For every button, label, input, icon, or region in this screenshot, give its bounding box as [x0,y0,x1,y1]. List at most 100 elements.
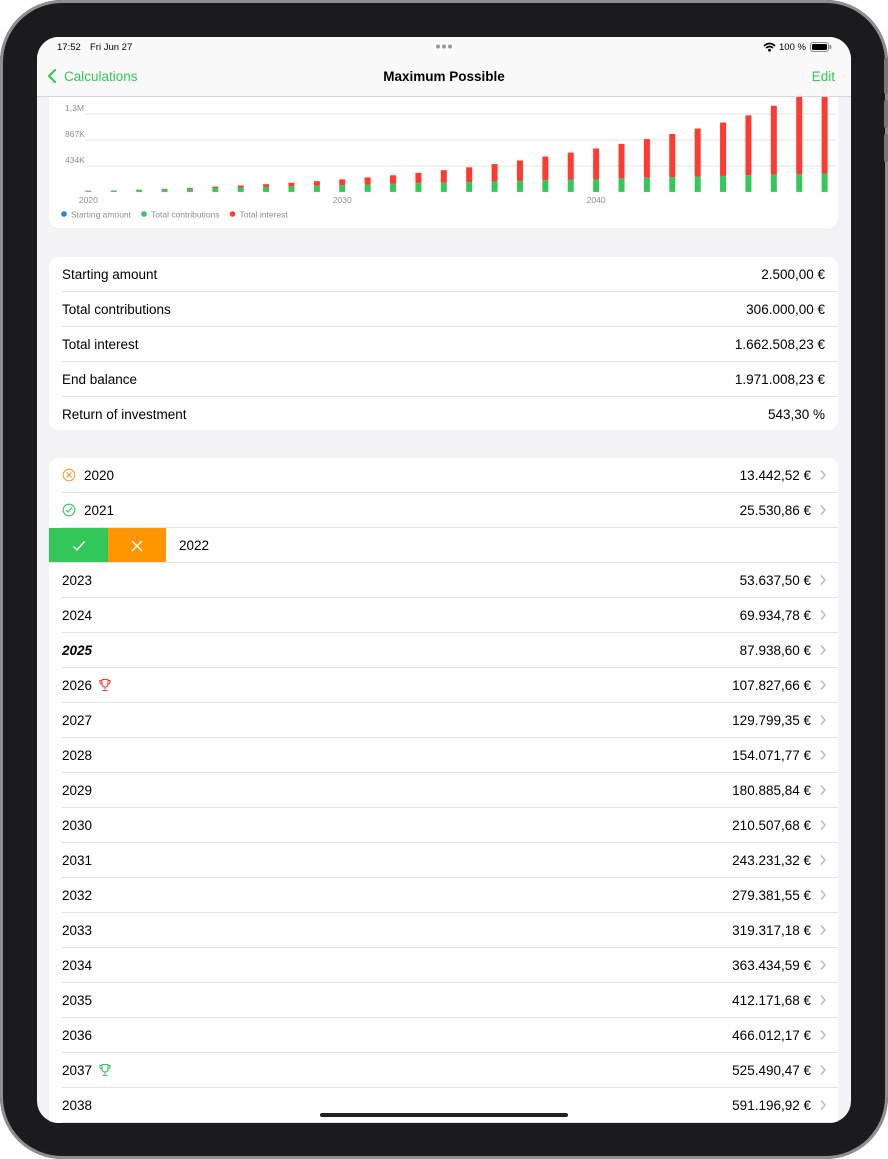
year-row[interactable]: 2025 87.938,60 € [49,633,838,668]
multitask-dots[interactable] [435,44,453,49]
year-row[interactable]: 2029 180.885,84 € [49,773,838,808]
status-icon [62,503,76,517]
year-label: 2038 [62,1098,93,1113]
year-label: 2028 [62,748,93,763]
chevron-glyph [820,715,826,725]
x-tick-label: 2040 [587,195,606,205]
chevron-glyph [820,1100,826,1110]
x-glyph [131,540,143,552]
status-time: 17:52 [57,42,81,53]
separator [62,1087,838,1088]
year-row[interactable]: 2023 53.637,50 € [49,563,838,598]
year-value: 210.507,68 € [732,818,811,833]
y-tick-label: 867K [65,129,85,139]
summary-label: Total interest [62,337,139,352]
year-row[interactable]: 2033 319.317,18 € [49,913,838,948]
chevron [820,680,826,690]
separator [49,562,838,563]
year-row[interactable]: 2026 107.827,66 € [49,668,838,703]
separator [62,842,838,843]
summary-label: Starting amount [62,267,158,282]
years-card: 2020 13.442,52 € 2021 25.530,86 € 2022 2023 53… [49,458,838,1123]
year-row[interactable]: 2036 466.012,17 € [49,1018,838,1053]
chevron [820,820,826,830]
year-value: 279.381,55 € [732,888,811,903]
year-label: 2034 [62,958,93,973]
summary-row: Starting amount 2.500,00 € [49,257,838,292]
separator [62,877,838,878]
year-row[interactable]: 2032 279.381,55 € [49,878,838,913]
chevron [820,715,826,725]
year-row[interactable]: 2034 363.434,59 € [49,948,838,983]
year-row[interactable]: 2020 13.442,52 € [49,458,838,493]
year-label: 2035 [62,993,93,1008]
status-ring [62,503,76,517]
edit-button[interactable]: Edit [811,69,835,84]
chevron-glyph [820,785,826,795]
year-value: 87.938,60 € [739,643,811,658]
legend-label: Total interest [240,210,289,220]
year-label: 2027 [62,713,93,728]
bar-segment [339,179,346,186]
separator [62,1017,838,1018]
summary-value: 1.662.508,23 € [734,337,825,352]
year-value: 180.885,84 € [732,783,811,798]
decline-button[interactable] [108,528,166,563]
bar-segment [796,174,803,192]
year-row[interactable]: 2031 243.231,32 € [49,843,838,878]
year-row[interactable]: 2024 69.934,78 € [49,598,838,633]
chevron [820,1100,826,1110]
bar-segment [263,184,270,187]
year-label: 2029 [62,783,93,798]
bar-segment [669,177,676,192]
year-value: 319.317,18 € [732,923,811,938]
separator [62,982,838,983]
bar-segment [313,185,320,192]
status-glyph [66,472,72,478]
bar-segment [364,177,371,185]
year-row[interactable]: 2030 210.507,68 € [49,808,838,843]
separator [62,1052,838,1053]
year-value: 243.231,32 € [732,853,811,868]
year-row[interactable]: 2038 591.196,92 € [49,1088,838,1123]
summary-label: End balance [62,372,138,387]
separator [62,737,838,738]
year-row[interactable]: 2037 525.490,47 € [49,1053,838,1088]
bar-segment [212,186,219,189]
year-label: 2022 [179,538,210,553]
bar-segment [720,122,727,176]
legend-label: Starting amount [71,210,132,220]
check-icon [73,541,86,552]
chevron-glyph [820,610,826,620]
bar-segment [237,187,244,192]
bar-segment [821,73,828,174]
separator [62,396,838,397]
chevron [820,470,826,480]
year-value: 412.171,68 € [732,993,811,1008]
bar-segment [313,181,320,186]
separator [62,527,838,528]
year-value: 466.012,17 € [732,1028,811,1043]
back-chevron [47,68,57,84]
year-row[interactable]: 2022 [49,528,838,563]
bar-segment [542,156,549,181]
year-row[interactable]: 2027 129.799,35 € [49,703,838,738]
chevron [820,960,826,970]
chevron [820,995,826,1005]
bar-segment [643,177,650,192]
year-row[interactable]: 2035 412.171,68 € [49,983,838,1018]
bar-segment [593,148,600,180]
year-row[interactable]: 2028 154.071,77 € [49,738,838,773]
bar-segment [643,139,650,178]
chevron-glyph [820,820,826,830]
separator [62,291,838,292]
accept-button[interactable] [49,528,108,563]
separator [62,912,838,913]
bar-segment [694,176,701,192]
legend-dot [61,211,67,217]
bar-segment [85,191,92,192]
year-row[interactable]: 2021 25.530,86 € [49,493,838,528]
legend-dot [141,211,147,217]
bar-segment [212,188,219,192]
bar-segment [593,179,600,192]
